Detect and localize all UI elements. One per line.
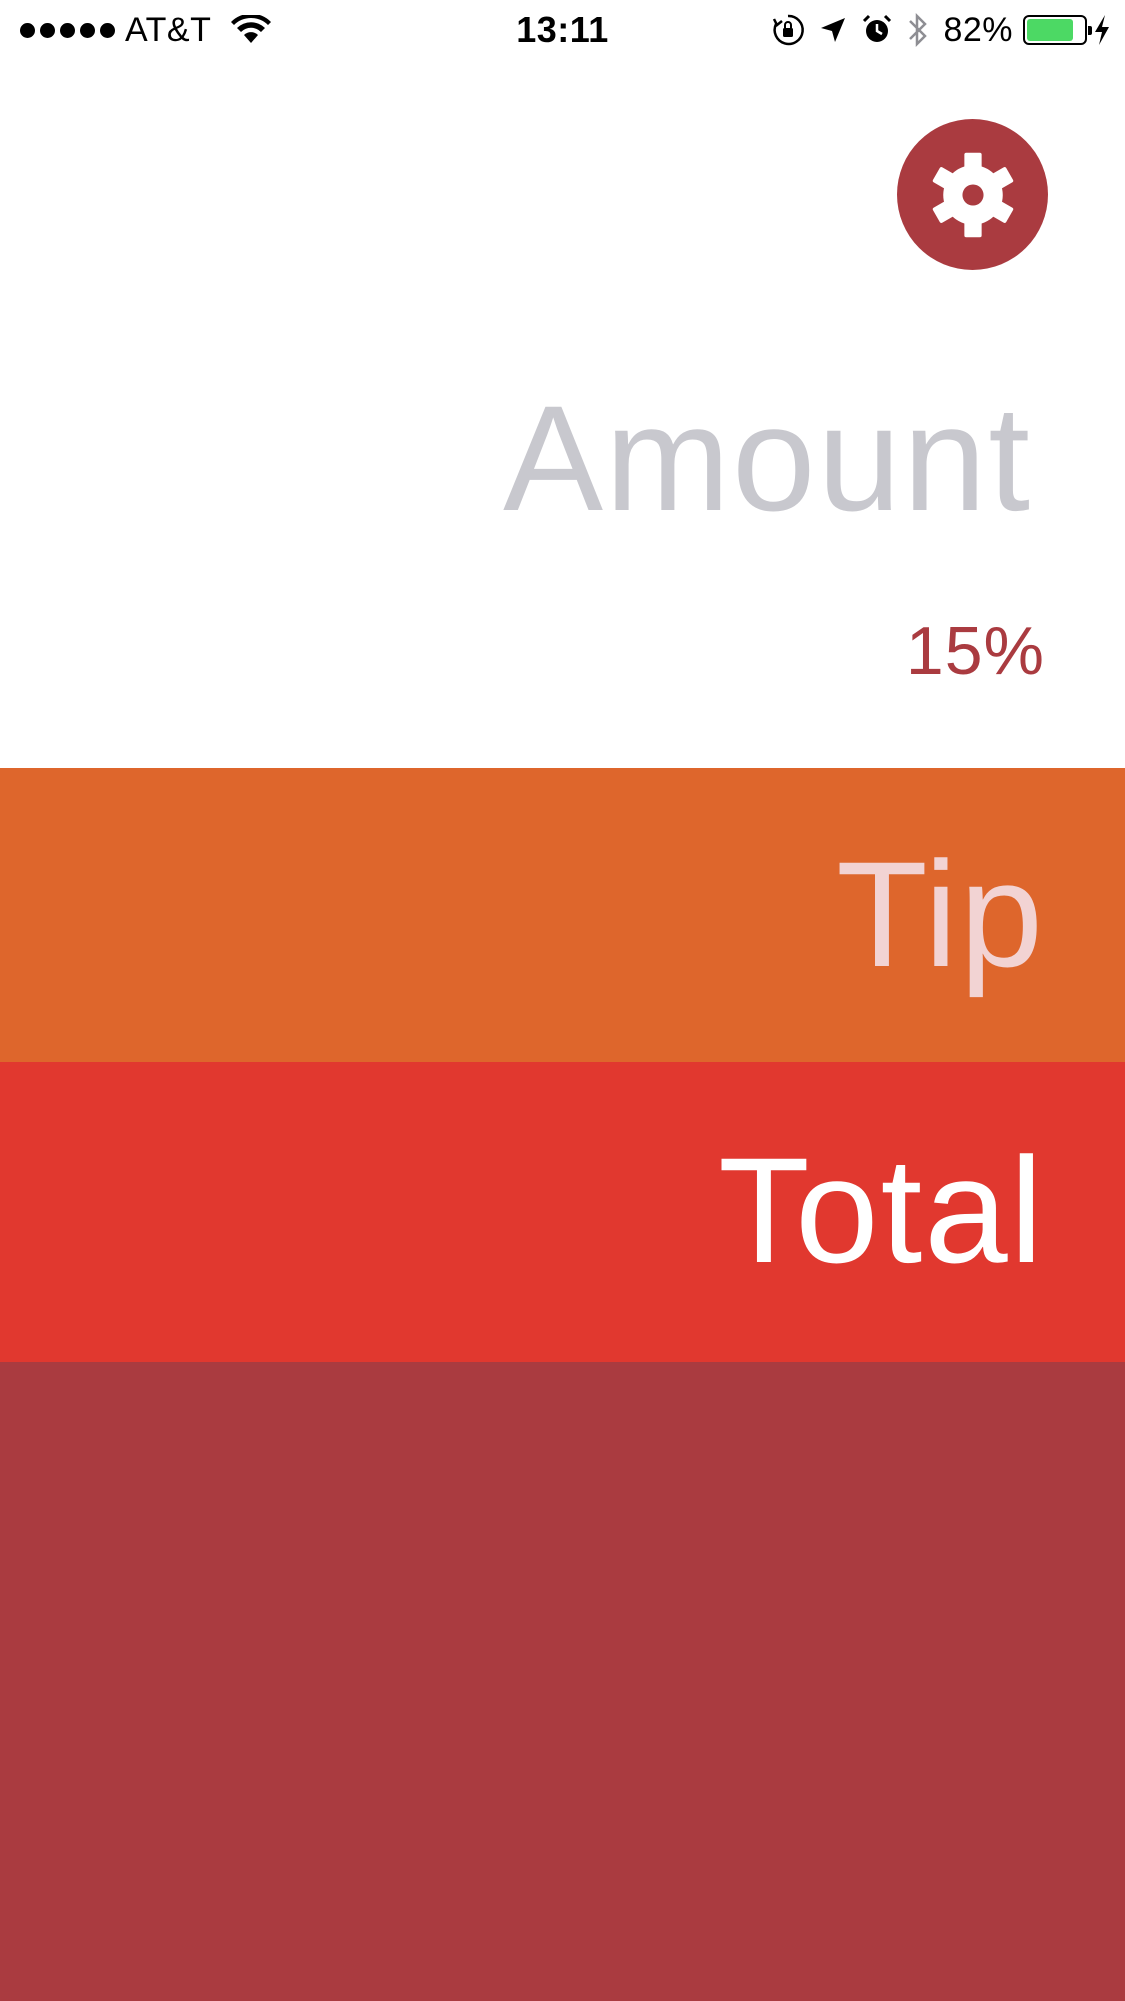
status-right: 82%: [771, 8, 1111, 52]
battery-percent: 82%: [943, 10, 1013, 49]
status-left: AT&T: [20, 8, 272, 52]
battery-level-fill: [1027, 19, 1073, 41]
bottom-panel: [0, 1362, 1125, 2001]
signal-dots-icon: [20, 22, 115, 38]
battery-icon: [1023, 15, 1092, 45]
wifi-icon: [231, 15, 272, 43]
status-time: 13:11: [516, 9, 609, 50]
tip-percent-selector[interactable]: 15%: [905, 613, 1045, 689]
tip-panel: Tip: [0, 768, 1125, 1062]
rotation-lock-icon: [773, 14, 805, 46]
gear-icon: [932, 152, 1013, 237]
total-label: Total: [718, 1126, 1045, 1294]
status-bar: AT&T 13:11 82%: [0, 0, 1125, 60]
tip-label: Tip: [836, 830, 1045, 998]
charging-bolt-icon: [1095, 15, 1109, 45]
location-arrow-icon: [821, 18, 846, 42]
carrier-name: AT&T: [125, 10, 212, 49]
alarm-icon: [863, 14, 892, 42]
amount-input[interactable]: [132, 372, 1032, 545]
settings-button[interactable]: [897, 119, 1048, 270]
bluetooth-icon: [909, 12, 928, 48]
total-panel: Total: [0, 1062, 1125, 1362]
